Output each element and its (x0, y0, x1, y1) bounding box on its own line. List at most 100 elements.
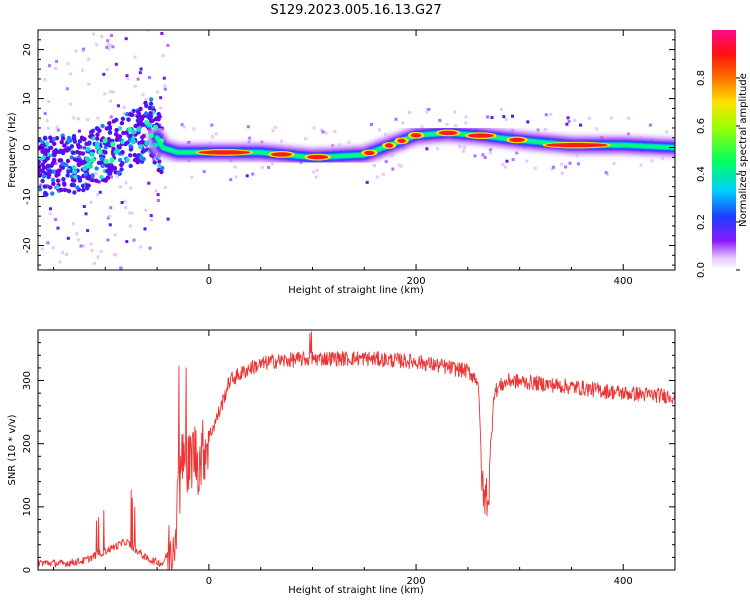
heatmap-cell (120, 150, 125, 155)
heatmap-noise-cell (98, 190, 102, 194)
heatmap-blob (89, 151, 95, 157)
ridge-peak (307, 154, 329, 160)
heatmap-noise-cell (87, 82, 91, 86)
heatmap-noise-cell (488, 151, 492, 155)
heatmap-noise-cell (245, 174, 249, 178)
heatmap-noise-cell (102, 72, 106, 76)
ridge-peak (397, 138, 406, 143)
heatmap-noise-cell (314, 175, 318, 179)
heatmap-noise-cell (511, 158, 515, 162)
heatmap-noise-cell (526, 120, 530, 124)
heatmap-noise-cell (86, 229, 90, 233)
heatmap-noise-cell (109, 115, 113, 119)
heatmap-noise-cell (147, 181, 151, 185)
heatmap-noise-cell (108, 214, 112, 218)
heatmap-noise-cell (54, 217, 57, 221)
heatmap-noise-cell (384, 160, 388, 164)
ridge-peak (198, 150, 251, 155)
heatmap-noise-cell (458, 144, 462, 148)
heatmap-noise-cell (233, 165, 237, 169)
heatmap-noise-cell (56, 226, 60, 230)
heatmap-noise-cell (106, 42, 110, 46)
heatmap-noise-cell (55, 289, 58, 292)
heatmap-noise-cell (248, 136, 252, 140)
heatmap-noise-cell (40, 247, 44, 251)
heatmap-noise-cell (533, 166, 537, 170)
heatmap-noise-cell (536, 128, 540, 132)
heatmap-noise-cell (549, 112, 553, 116)
heatmap-blob (158, 138, 165, 144)
heatmap-cell (71, 136, 77, 141)
heatmap-cell (45, 156, 50, 161)
heatmap-noise-cell (148, 76, 151, 80)
heatmap-noise-cell (595, 127, 599, 131)
heatmap-noise-cell (483, 156, 487, 159)
heatmap-noise-cell (147, 30, 151, 32)
heatmap-blob (110, 141, 116, 147)
ridge-peak (271, 152, 292, 157)
heatmap-noise-cell (61, 251, 65, 255)
heatmap-noise-cell (105, 68, 109, 71)
heatmap-noise-cell (130, 211, 134, 215)
heatmap-noise-cell (66, 236, 70, 240)
heatmap-cell (42, 159, 47, 164)
spectrogram-panel: 0 200 400 -20 -10 0 10 20 Height of straight li… (7, 25, 676, 296)
heatmap-noise-cell (192, 127, 196, 131)
heatmap-cell (85, 183, 91, 188)
heatmap-noise-cell (505, 159, 509, 163)
heatmap-noise-cell (125, 74, 129, 78)
heatmap-noise-cell (97, 180, 101, 184)
heatmap-cell (141, 156, 146, 162)
heatmap-cell (125, 157, 130, 163)
colorbar-tick-label: 0.6 (696, 118, 707, 134)
heatmap-noise-cell (133, 55, 137, 59)
heatmap-noise-cell (82, 47, 85, 51)
heatmap-noise-cell (503, 165, 507, 169)
y-tick-label: 300 (22, 371, 33, 390)
heatmap-noise-cell (157, 25, 160, 28)
heatmap-noise-cell (122, 106, 126, 109)
heatmap-noise-cell (148, 246, 152, 250)
heatmap-cell (112, 166, 118, 171)
heatmap-noise-cell (381, 172, 385, 176)
heatmap-noise-cell (280, 139, 283, 143)
heatmap-noise-cell (89, 242, 93, 246)
heatmap-cell (66, 189, 72, 194)
colorbar-tick-label: 0.4 (696, 166, 707, 182)
colorbar: 0.0 0.2 0.4 0.6 0.8 Normalized spectral ampl… (696, 30, 749, 278)
heatmap-noise-cell (138, 71, 142, 75)
heatmap-cell (45, 148, 51, 153)
heatmap-cell (71, 182, 76, 188)
heatmap-noise-cell (107, 47, 111, 51)
heatmap-noise-cell (394, 117, 398, 121)
heatmap-noise-cell (116, 104, 120, 108)
ridge-peak (467, 133, 494, 138)
heatmap-noise-cell (59, 179, 63, 183)
snr-xlabel: Height of straight line (km) (288, 585, 424, 596)
y-tick-label: 10 (22, 92, 33, 105)
heatmap-noise-cell (86, 118, 90, 122)
heatmap-cell (60, 161, 65, 167)
heatmap-noise-cell (605, 172, 609, 176)
heatmap-noise-cell (116, 175, 120, 178)
heatmap-noise-cell (119, 185, 123, 189)
heatmap-cell (71, 165, 77, 170)
heatmap-noise-cell (315, 168, 319, 172)
heatmap-noise-cell (128, 211, 132, 215)
heatmap-noise-cell (96, 255, 100, 259)
figure-title: S129.2023.005.16.13.G27 (270, 3, 441, 18)
heatmap-noise-cell (161, 54, 165, 58)
heatmap-noise-cell (95, 43, 99, 47)
heatmap-cell (128, 147, 134, 152)
heatmap-noise-cell (436, 147, 440, 151)
heatmap-noise-cell (384, 133, 388, 136)
heatmap-noise-cell (96, 116, 100, 120)
heatmap-blob (85, 146, 91, 152)
heatmap-cell (40, 162, 45, 167)
heatmap-noise-cell (49, 207, 52, 211)
heatmap-cell (139, 116, 145, 122)
heatmap-noise-cell (43, 78, 47, 82)
heatmap-blob (148, 132, 154, 139)
heatmap-noise-cell (462, 149, 466, 153)
heatmap-noise-cell (109, 99, 113, 103)
